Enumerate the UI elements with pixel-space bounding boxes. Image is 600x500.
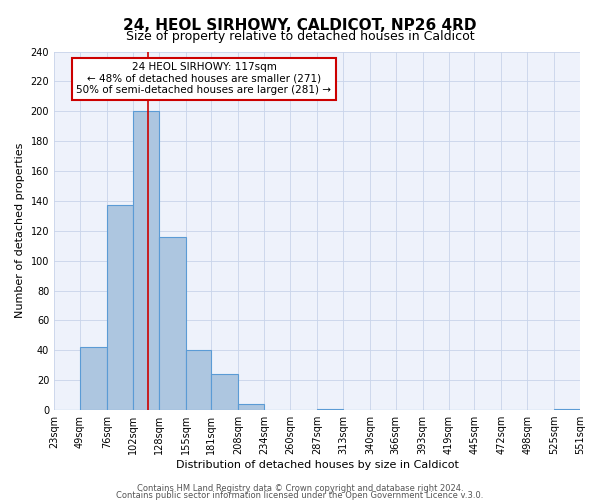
- Text: 24, HEOL SIRHOWY, CALDICOT, NP26 4RD: 24, HEOL SIRHOWY, CALDICOT, NP26 4RD: [123, 18, 477, 32]
- Text: Size of property relative to detached houses in Caldicot: Size of property relative to detached ho…: [125, 30, 475, 43]
- Bar: [554, 408, 580, 410]
- Bar: [317, 408, 343, 410]
- Y-axis label: Number of detached properties: Number of detached properties: [15, 143, 25, 318]
- Bar: [133, 112, 158, 410]
- Bar: [158, 237, 185, 410]
- Bar: [238, 404, 264, 410]
- X-axis label: Distribution of detached houses by size in Caldicot: Distribution of detached houses by size …: [176, 460, 458, 470]
- Text: Contains HM Land Registry data © Crown copyright and database right 2024.: Contains HM Land Registry data © Crown c…: [137, 484, 463, 493]
- Text: 24 HEOL SIRHOWY: 117sqm
← 48% of detached houses are smaller (271)
50% of semi-d: 24 HEOL SIRHOWY: 117sqm ← 48% of detache…: [76, 62, 331, 96]
- Text: Contains public sector information licensed under the Open Government Licence v.: Contains public sector information licen…: [116, 490, 484, 500]
- Bar: [107, 206, 133, 410]
- Bar: [211, 374, 238, 410]
- Bar: [185, 350, 211, 410]
- Bar: [80, 348, 107, 410]
